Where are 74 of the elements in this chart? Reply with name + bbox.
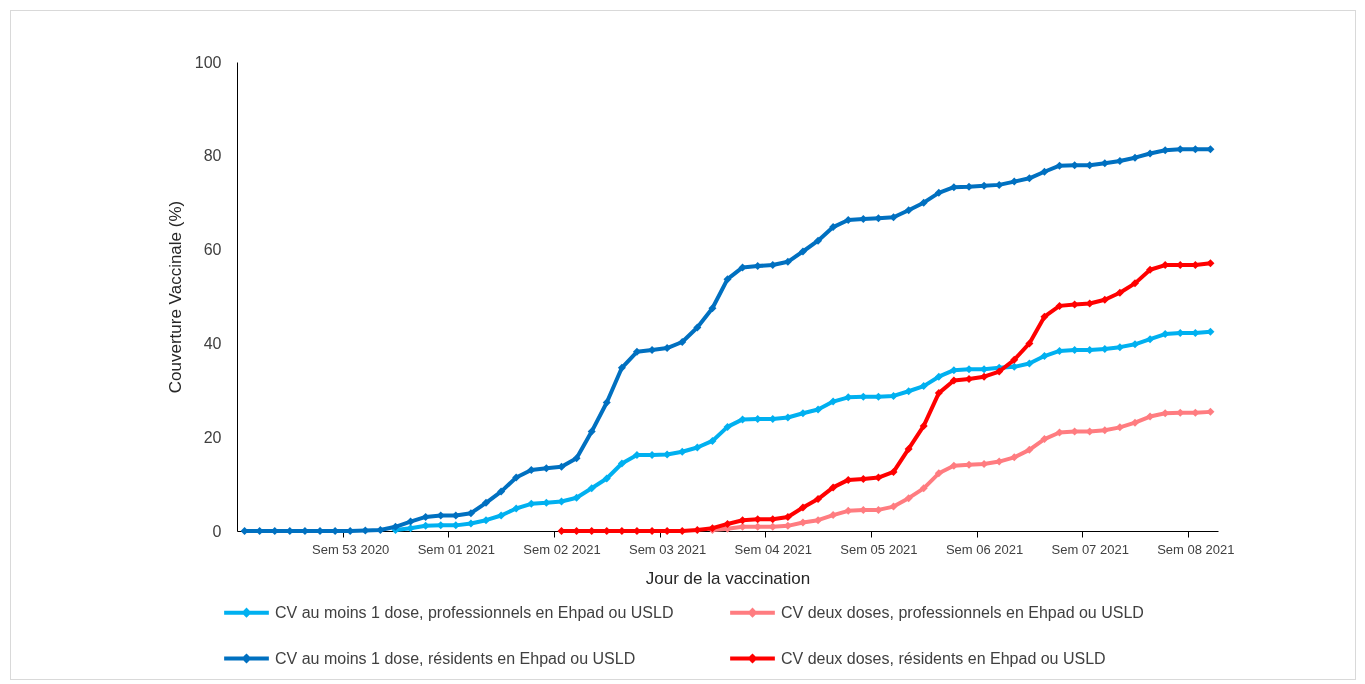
point — [934, 372, 943, 381]
x-tick-label: Sem 02 2021 — [523, 541, 601, 557]
point — [934, 469, 943, 478]
y-tick-label: 60 — [203, 241, 222, 259]
point — [587, 484, 596, 493]
x-tick-label: Sem 08 2021 — [1157, 541, 1235, 557]
point — [919, 484, 928, 493]
y-tick-label: 40 — [203, 334, 222, 352]
point — [814, 405, 823, 414]
point — [1010, 355, 1019, 364]
point — [693, 443, 702, 452]
point — [723, 422, 732, 431]
point — [949, 376, 958, 385]
x-tick-label: Sem 07 2021 — [1051, 541, 1129, 557]
y-tick-label: 100 — [194, 53, 222, 71]
x-tick-label: Sem 06 2021 — [945, 541, 1024, 557]
point — [1040, 352, 1049, 361]
point — [1025, 339, 1034, 348]
point — [1146, 335, 1155, 344]
point — [1206, 407, 1215, 416]
point — [497, 511, 506, 520]
x-tick-label: Sem 03 2021 — [628, 541, 707, 557]
point — [482, 516, 491, 525]
legend-label: CV deux doses, professionnels en Ehpad ou USLD — [781, 603, 1144, 621]
x-tick-label: Sem 04 2021 — [734, 541, 812, 557]
point — [1040, 435, 1049, 444]
x-tick-label: Sem 53 2020 — [312, 541, 390, 557]
point — [980, 372, 989, 381]
point — [1146, 265, 1155, 274]
point — [889, 391, 898, 400]
y-tick-label: 20 — [203, 428, 222, 446]
point — [1010, 453, 1019, 462]
point — [572, 493, 581, 502]
legend-label: CV au moins 1 dose, professionnels en Ehpad ou USLD — [275, 603, 674, 621]
point — [1206, 259, 1215, 268]
legend-label: CV au moins 1 dose, résidents en Ehpad ou USLD — [275, 649, 636, 667]
point — [1100, 295, 1109, 304]
point — [1025, 445, 1034, 454]
point — [798, 503, 807, 512]
x-tick-label: Sem 05 2021 — [840, 541, 918, 557]
point — [889, 467, 898, 476]
point — [889, 502, 898, 511]
point — [617, 459, 626, 468]
point — [934, 389, 943, 398]
x-tick-label: Sem 01 2021 — [417, 541, 496, 557]
point — [1115, 288, 1124, 297]
point — [1055, 301, 1064, 310]
point — [602, 474, 611, 483]
y-axis-title: Couverture Vaccinale (%) — [165, 200, 185, 394]
point — [814, 495, 823, 504]
point — [919, 382, 928, 391]
point — [949, 461, 958, 470]
point — [995, 457, 1004, 466]
y-tick-label: 80 — [203, 147, 222, 165]
point — [1055, 346, 1064, 355]
point — [798, 409, 807, 418]
point — [512, 504, 521, 513]
point — [904, 494, 913, 503]
point — [904, 444, 913, 453]
point — [814, 516, 823, 525]
x-axis-title: Jour de la vaccination — [645, 568, 811, 588]
point — [995, 367, 1004, 376]
point — [1025, 359, 1034, 368]
point — [421, 521, 430, 530]
point — [723, 519, 732, 528]
point — [1130, 279, 1139, 288]
point — [708, 436, 717, 445]
y-tick-label: 0 — [212, 522, 222, 540]
point — [904, 387, 913, 396]
point — [829, 397, 838, 406]
point — [829, 483, 838, 492]
legend-label: CV deux doses, résidents en Ehpad ou USLD — [781, 649, 1106, 667]
point — [1040, 312, 1049, 321]
point — [919, 421, 928, 430]
